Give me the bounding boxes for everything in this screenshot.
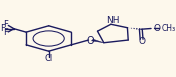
Text: CH₃: CH₃ [162,24,176,33]
Text: O: O [153,24,160,33]
Text: Cl: Cl [45,54,53,63]
Text: O: O [138,37,145,46]
Polygon shape [92,39,104,43]
Text: NH: NH [106,16,120,24]
Text: F: F [3,20,8,29]
Text: O: O [87,36,94,46]
Text: F: F [3,28,8,37]
Text: F: F [0,24,5,33]
